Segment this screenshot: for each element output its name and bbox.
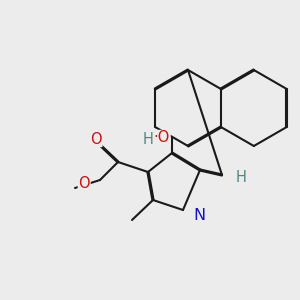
Text: H: H (236, 169, 247, 184)
Text: O: O (78, 176, 90, 191)
Text: H: H (143, 131, 154, 146)
Text: ·O: ·O (154, 130, 170, 146)
Text: N: N (193, 208, 205, 223)
Text: O: O (90, 131, 102, 146)
